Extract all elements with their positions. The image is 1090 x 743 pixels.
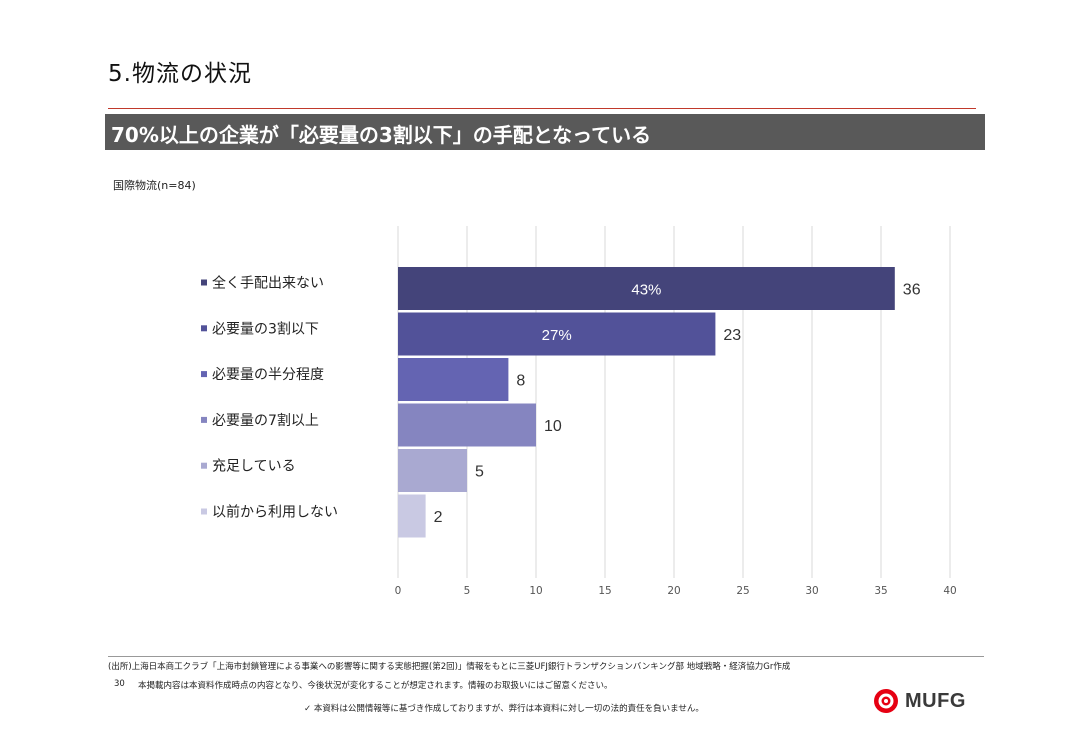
source-note: (出所)上海日本商工クラブ「上海市封鎖管理による事業への影響等に関する実態把握(… [108, 662, 791, 672]
chart-x-ticks: 0 5 10 15 20 25 30 35 40 [395, 585, 957, 597]
x-tick-label: 20 [667, 585, 680, 597]
mufg-logo: MUFG [873, 688, 966, 714]
bar-percent-label: 43% [631, 282, 661, 299]
slide-title: 5.物流の状況 [108, 61, 252, 87]
chart-categories: 全く手配出来ない必要量の3割以下必要量の半分程度必要量の7割以上充足している以前… [201, 275, 338, 521]
x-tick-label: 35 [874, 585, 887, 597]
category-marker [201, 325, 207, 332]
x-tick-label: 10 [529, 585, 542, 597]
title-divider [108, 108, 976, 109]
category-label: 充足している [212, 459, 296, 475]
bar-value-label: 36 [903, 282, 921, 299]
bar-value-label: 2 [434, 509, 443, 526]
x-tick-label: 0 [395, 585, 402, 597]
footer-divider [108, 656, 984, 657]
mufg-logo-mark-icon [874, 689, 898, 713]
bar-value-label: 23 [723, 327, 741, 344]
category-label: 必要量の半分程度 [212, 367, 324, 383]
headline-banner: 70%以上の企業が「必要量の3割以下」の手配となっている [105, 114, 985, 150]
category-label: 全く手配出来ない [212, 275, 324, 292]
category-marker [201, 279, 207, 286]
bar [398, 267, 895, 310]
bar [398, 403, 536, 447]
chart-labels: 36 43% 23 27% 8 10 5 2 [434, 282, 921, 527]
bar-value-label: 8 [516, 373, 525, 390]
notice-text: 本掲載内容は本資料作成時点の内容となり、今後状況が変化することが想定されます。情… [138, 681, 613, 691]
headline-text: 70%以上の企業が「必要量の3割以下」の手配となっている [111, 123, 652, 147]
category-marker [201, 416, 207, 423]
category-label: 以前から利用しない [212, 504, 338, 521]
chart-bars [398, 267, 895, 538]
category-label: 必要量の7割以上 [212, 412, 319, 429]
mufg-logo-text: MUFG [905, 689, 966, 712]
bar-value-label: 10 [544, 418, 562, 435]
chart-subtitle: 国際物流(n=84) [113, 179, 196, 192]
category-marker [201, 508, 207, 515]
category-marker [201, 371, 207, 378]
x-tick-label: 5 [464, 585, 471, 597]
bar [398, 358, 509, 401]
x-tick-label: 25 [736, 585, 749, 597]
disclaimer-text: ✓ 本資料は公開情報等に基づき作成しておりますが、弊行は本資料に対し一切の法的責… [304, 704, 704, 714]
x-tick-label: 15 [598, 585, 611, 597]
category-marker [201, 462, 207, 469]
bar-percent-label: 27% [542, 327, 572, 344]
x-tick-label: 30 [805, 585, 818, 597]
page-number: 30 [114, 679, 125, 689]
category-label: 必要量の3割以下 [212, 320, 319, 337]
bar [398, 449, 467, 492]
x-tick-label: 40 [943, 585, 956, 597]
bar-value-label: 5 [475, 464, 484, 481]
bar [398, 312, 716, 356]
bar [398, 494, 426, 538]
